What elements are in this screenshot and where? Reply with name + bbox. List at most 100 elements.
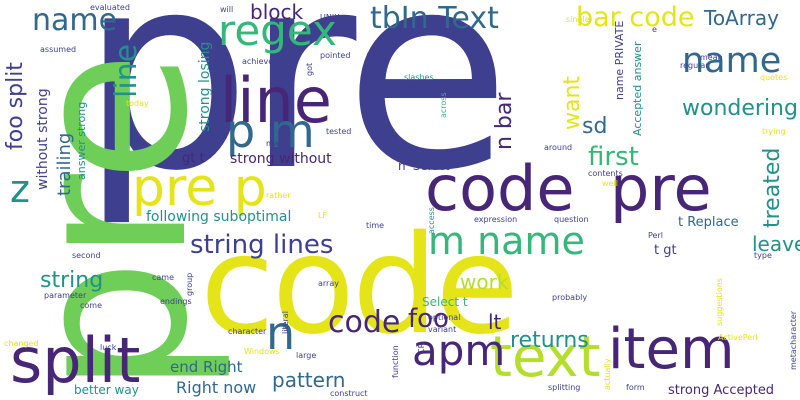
word-activeperl: ActivePerl — [718, 333, 758, 342]
word-trailing: trailing — [54, 132, 75, 196]
word-mean: mean — [700, 53, 723, 62]
word-text: text — [490, 325, 601, 390]
word-code-large: code — [200, 207, 519, 365]
word-actually: actually — [603, 358, 612, 390]
word-parameter: parameter — [44, 291, 87, 300]
word-code-small: code — [328, 305, 401, 340]
word-second: second — [72, 251, 101, 260]
word-contents: contents — [588, 169, 623, 178]
word-select-t: Select t — [422, 295, 468, 309]
word-lt: lt — [488, 310, 502, 334]
word-pre-right: pre — [610, 152, 712, 225]
word-right-now: Right now — [176, 378, 257, 397]
word-leave: leave — [752, 232, 800, 256]
word-expression: expression — [474, 215, 518, 224]
word-double: double — [398, 83, 426, 92]
word-line-center: line — [220, 64, 332, 137]
word-n-bar: n bar — [492, 92, 517, 150]
word-regex: regex — [218, 6, 337, 55]
word-suggestions: suggestions — [715, 278, 724, 326]
word-single: single — [566, 15, 590, 24]
word-question: question — [554, 215, 589, 224]
word-endings: endings — [160, 297, 192, 306]
word-luck: luck — [100, 343, 117, 352]
word-first: first — [588, 142, 639, 172]
word-strong-without: strong without — [230, 151, 332, 167]
word-name-right: name — [682, 41, 782, 81]
word-come: come — [80, 301, 103, 310]
word-sd: sd — [582, 114, 608, 139]
word-assumed: assumed — [40, 45, 77, 54]
word-answer-strong: answer strong — [75, 101, 88, 180]
word-well: well — [602, 179, 618, 188]
word-pre-p: pre p — [132, 158, 267, 218]
word-name-private: name PRIVATE — [613, 20, 626, 100]
word-type: type — [754, 251, 772, 260]
word-treated: treated — [760, 147, 785, 228]
word-access: access — [427, 207, 436, 234]
word-large: large — [296, 351, 317, 360]
word-apm: apm — [412, 326, 506, 375]
word-optional: optional — [428, 313, 461, 322]
word-t-gt: t gt — [654, 243, 677, 258]
word-better-way: better way — [74, 383, 139, 397]
word-pattern: pattern — [272, 368, 346, 392]
word-returns: returns — [510, 328, 589, 353]
word-array: array — [318, 279, 339, 288]
word-rather: rather — [266, 191, 291, 200]
word-p-m: p m — [226, 104, 315, 158]
word-variant: variant — [428, 325, 457, 334]
word-pointed: pointed — [320, 51, 351, 60]
word-e: e — [652, 25, 657, 34]
word-n: n — [266, 306, 296, 360]
word-toarray: ToArray — [704, 6, 779, 30]
word-split: split — [10, 324, 141, 397]
word-work: work — [460, 270, 509, 294]
word-without-strong: without strong — [35, 88, 51, 190]
word-around: around — [544, 143, 573, 152]
word-group: group — [185, 272, 194, 296]
word-character: character — [228, 327, 267, 336]
word-metacharacter: metacharacter — [789, 310, 798, 370]
word-quotes: quotes — [760, 73, 788, 82]
word-tested: tested — [326, 127, 352, 136]
word-pre-giant: pre — [80, 0, 511, 230]
word-m-name: m name — [428, 219, 585, 263]
word-line-vertical: line — [109, 43, 144, 98]
word-name-top: name — [32, 3, 118, 38]
word-achieve: achieve — [242, 57, 274, 66]
word-regular: regular — [680, 61, 709, 70]
word-block: block — [250, 0, 304, 24]
word-got: got — [305, 62, 314, 76]
word-came: came — [152, 273, 175, 282]
word-function: function — [391, 345, 400, 378]
word-strong-accepted: strong Accepted — [668, 383, 775, 398]
word-item: item — [608, 317, 735, 382]
word-changed: changed — [4, 339, 39, 348]
word-strong-losing: strong losing — [197, 41, 213, 132]
word-gt-t: gt t — [182, 151, 205, 166]
word-n-select: n' Select — [398, 159, 450, 173]
word-splitting: splitting — [548, 383, 581, 392]
word-across: across — [439, 92, 448, 118]
word-wondering: wondering — [682, 96, 798, 121]
word-probably: probably — [552, 293, 588, 302]
word-accepted-answer: Accepted answer — [631, 41, 644, 136]
word-bar-code: bar code — [576, 2, 695, 33]
word-string-lines: string lines — [190, 230, 334, 260]
word-string: string — [40, 268, 104, 293]
word-evaluated: evaluated — [90, 3, 130, 12]
word-want: want — [560, 75, 585, 130]
word-end-right: end Right — [170, 358, 243, 376]
word-slashes: slashes — [404, 73, 434, 82]
word-will: will — [220, 5, 234, 14]
word-trying: trying — [762, 127, 786, 136]
word-perl: Perl — [648, 231, 663, 240]
word-time: time — [366, 221, 385, 230]
word-mark: mark — [266, 139, 287, 148]
word-unix: UNIX — [320, 13, 340, 22]
word-construct: construct — [330, 389, 368, 398]
word-foo-split: foo split — [3, 62, 28, 150]
word-lf: LF — [318, 211, 328, 220]
